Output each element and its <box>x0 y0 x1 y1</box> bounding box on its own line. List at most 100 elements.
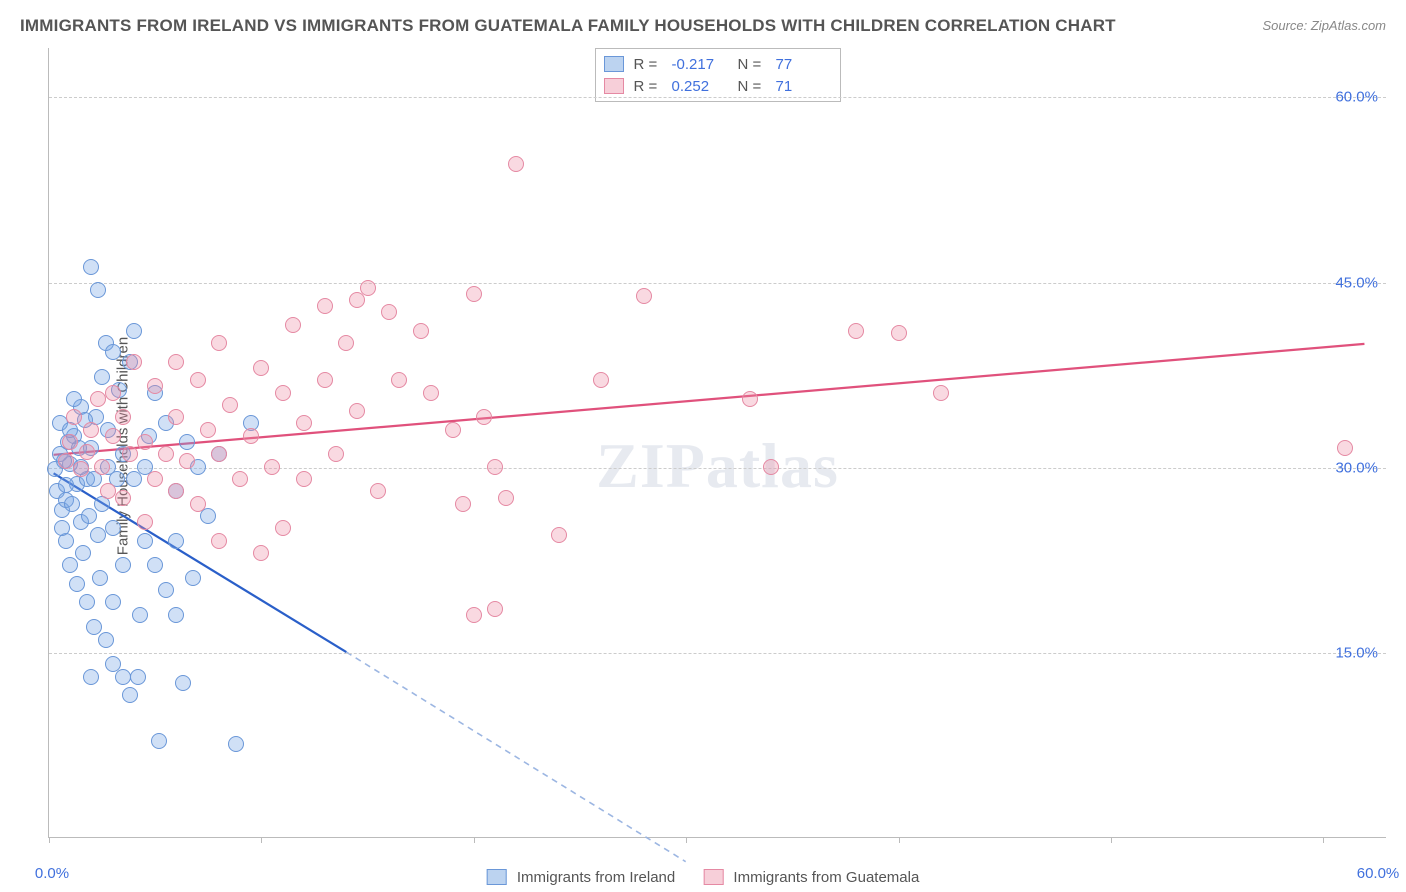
gridline <box>49 97 1386 98</box>
legend-r-label: R = <box>634 56 662 73</box>
data-point-guatemala <box>83 422 99 438</box>
legend-swatch-ireland <box>487 869 507 885</box>
data-point-ireland <box>115 669 131 685</box>
data-point-guatemala <box>94 459 110 475</box>
data-point-guatemala <box>115 490 131 506</box>
y-tick-label: 30.0% <box>1335 459 1378 476</box>
correlation-legend: R = -0.217 N = 77 R = 0.252 N = 71 <box>595 48 841 102</box>
data-point-guatemala <box>168 409 184 425</box>
data-point-guatemala <box>122 446 138 462</box>
data-point-guatemala <box>253 545 269 561</box>
x-axis-max-label: 60.0% <box>1357 865 1400 882</box>
data-point-guatemala <box>933 385 949 401</box>
x-tick <box>1111 837 1112 843</box>
x-tick <box>261 837 262 843</box>
data-point-guatemala <box>275 520 291 536</box>
data-point-guatemala <box>317 298 333 314</box>
data-point-ireland <box>175 675 191 691</box>
data-point-guatemala <box>370 483 386 499</box>
data-point-guatemala <box>423 385 439 401</box>
legend-swatch-guatemala <box>703 869 723 885</box>
data-point-guatemala <box>381 304 397 320</box>
data-point-ireland <box>66 391 82 407</box>
gridline <box>49 468 1386 469</box>
data-point-guatemala <box>90 391 106 407</box>
data-point-ireland <box>64 496 80 512</box>
data-point-guatemala <box>508 156 524 172</box>
data-point-ireland <box>90 282 106 298</box>
legend-row-guatemala: R = 0.252 N = 71 <box>604 75 832 97</box>
data-point-guatemala <box>455 496 471 512</box>
data-point-guatemala <box>211 533 227 549</box>
data-point-ireland <box>168 607 184 623</box>
data-point-guatemala <box>349 292 365 308</box>
data-point-guatemala <box>848 323 864 339</box>
data-point-guatemala <box>466 607 482 623</box>
data-point-guatemala <box>168 354 184 370</box>
data-point-ireland <box>79 594 95 610</box>
chart-plot-area: ZIPatlas R = -0.217 N = 77 R = 0.252 N =… <box>48 48 1386 838</box>
gridline <box>49 283 1386 284</box>
x-tick <box>1323 837 1324 843</box>
data-point-guatemala <box>763 459 779 475</box>
data-point-ireland <box>200 508 216 524</box>
data-point-guatemala <box>317 372 333 388</box>
data-point-ireland <box>83 669 99 685</box>
data-point-ireland <box>132 607 148 623</box>
data-point-guatemala <box>253 360 269 376</box>
data-point-ireland <box>137 533 153 549</box>
x-tick <box>474 837 475 843</box>
data-point-guatemala <box>498 490 514 506</box>
data-point-ireland <box>83 259 99 275</box>
data-point-guatemala <box>593 372 609 388</box>
trend-line <box>346 652 685 862</box>
data-point-ireland <box>179 434 195 450</box>
data-point-guatemala <box>190 496 206 512</box>
data-point-ireland <box>151 733 167 749</box>
data-point-guatemala <box>222 397 238 413</box>
legend-r-label: R = <box>634 78 662 95</box>
chart-title: IMMIGRANTS FROM IRELAND VS IMMIGRANTS FR… <box>20 16 1116 36</box>
data-point-guatemala <box>58 453 74 469</box>
data-point-guatemala <box>296 471 312 487</box>
data-point-ireland <box>105 520 121 536</box>
data-point-ireland <box>130 669 146 685</box>
data-point-guatemala <box>466 286 482 302</box>
data-point-guatemala <box>158 446 174 462</box>
data-point-guatemala <box>168 483 184 499</box>
data-point-guatemala <box>62 434 78 450</box>
data-point-guatemala <box>487 601 503 617</box>
data-point-ireland <box>158 582 174 598</box>
data-point-ireland <box>228 736 244 752</box>
data-point-guatemala <box>66 409 82 425</box>
legend-r-value-ireland: -0.217 <box>672 56 728 73</box>
data-point-guatemala <box>413 323 429 339</box>
legend-label-guatemala: Immigrants from Guatemala <box>733 869 919 886</box>
data-point-guatemala <box>200 422 216 438</box>
y-tick-label: 60.0% <box>1335 89 1378 106</box>
y-tick-label: 45.0% <box>1335 274 1378 291</box>
x-axis-min-label: 0.0% <box>35 865 69 882</box>
y-tick-label: 15.0% <box>1335 644 1378 661</box>
data-point-ireland <box>98 632 114 648</box>
data-point-guatemala <box>1337 440 1353 456</box>
legend-swatch-ireland <box>604 56 624 72</box>
data-point-ireland <box>122 687 138 703</box>
x-tick <box>49 837 50 843</box>
legend-n-label: N = <box>738 56 766 73</box>
data-point-ireland <box>86 619 102 635</box>
legend-row-ireland: R = -0.217 N = 77 <box>604 53 832 75</box>
legend-item-guatemala: Immigrants from Guatemala <box>703 869 919 886</box>
legend-n-value-guatemala: 71 <box>776 78 832 95</box>
data-point-guatemala <box>243 428 259 444</box>
data-point-guatemala <box>551 527 567 543</box>
data-point-guatemala <box>211 446 227 462</box>
data-point-guatemala <box>137 514 153 530</box>
data-point-ireland <box>147 557 163 573</box>
data-point-ireland <box>58 477 74 493</box>
data-point-guatemala <box>100 483 116 499</box>
data-point-guatemala <box>105 385 121 401</box>
data-point-guatemala <box>487 459 503 475</box>
data-point-guatemala <box>328 446 344 462</box>
data-point-ireland <box>94 369 110 385</box>
